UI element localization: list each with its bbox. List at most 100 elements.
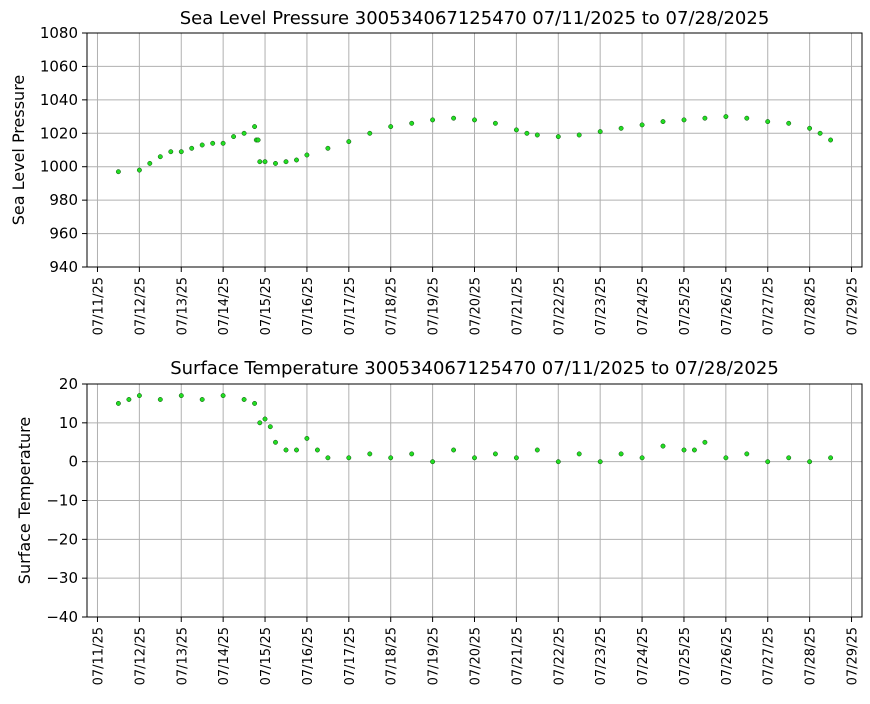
data-point	[304, 435, 310, 441]
x-tick-label: 07/21/25	[510, 627, 525, 685]
data-point	[492, 120, 498, 126]
data-point	[241, 397, 247, 402]
data-point	[723, 114, 729, 120]
x-tick-label: 07/17/25	[343, 627, 358, 685]
x-tick-label: 07/19/25	[427, 277, 442, 335]
data-point	[639, 122, 645, 128]
data-point	[534, 132, 540, 138]
x-tick-label: 07/26/25	[720, 627, 735, 685]
x-tick-label: 07/14/25	[217, 627, 232, 685]
data-point	[136, 393, 142, 399]
data-point	[294, 447, 299, 453]
data-point	[367, 130, 373, 136]
data-point	[388, 455, 394, 461]
data-point	[472, 455, 477, 461]
data-point	[325, 455, 331, 461]
x-tick-label: 07/28/25	[804, 277, 819, 335]
x-tick-label: 07/15/25	[259, 277, 274, 335]
data-point	[283, 447, 289, 453]
x-tick-label: 07/25/25	[678, 277, 693, 335]
data-point	[828, 137, 834, 143]
data-point	[513, 455, 519, 461]
data-point	[314, 447, 320, 453]
data-point	[189, 145, 195, 151]
data-point	[267, 424, 273, 430]
x-tick-label: 07/12/25	[133, 627, 148, 685]
x-tick-label: 07/13/25	[175, 277, 190, 335]
data-point	[660, 119, 666, 125]
data-point	[199, 142, 205, 148]
data-point	[430, 459, 436, 465]
data-point	[115, 400, 121, 406]
y-tick-label: 1040	[40, 91, 78, 109]
data-point	[534, 447, 540, 453]
y-tick-label: −40	[46, 608, 78, 626]
data-point	[388, 124, 394, 130]
data-point	[702, 439, 708, 445]
x-tick-label: 07/21/25	[510, 277, 525, 335]
plot-frame	[86, 32, 863, 268]
data-point	[513, 127, 519, 133]
x-tick-label: 07/19/25	[427, 627, 442, 685]
data-point	[765, 459, 771, 465]
x-tick-label: 07/29/25	[846, 627, 861, 685]
data-point	[262, 159, 268, 165]
data-point	[524, 130, 530, 136]
x-tick-label: 07/11/25	[91, 627, 106, 685]
data-point	[765, 119, 771, 125]
data-point	[492, 451, 498, 457]
data-point	[472, 117, 477, 123]
data-point	[597, 129, 603, 135]
x-tick-label: 07/15/25	[259, 627, 274, 685]
y-axis-label: Surface Temperature	[15, 417, 34, 584]
y-tick-label: 980	[49, 191, 78, 209]
x-tick-label: 07/20/25	[469, 277, 484, 335]
x-tick-label: 07/27/25	[762, 627, 777, 685]
x-tick-label: 07/27/25	[762, 277, 777, 335]
x-tick-label: 07/17/25	[343, 277, 358, 335]
data-point	[178, 149, 184, 155]
data-point	[147, 160, 153, 166]
data-point	[451, 115, 457, 121]
y-tick-label: 1060	[40, 57, 78, 75]
data-point	[723, 455, 729, 461]
data-point	[430, 117, 436, 123]
x-tick-label: 07/25/25	[678, 627, 693, 685]
data-point	[210, 140, 216, 146]
data-point	[273, 160, 278, 166]
y-tick-label: 960	[49, 225, 78, 243]
data-point	[681, 447, 687, 453]
data-point	[660, 443, 666, 449]
chart-title: Sea Level Pressure 300534067125470 07/11…	[180, 8, 770, 29]
y-axis-label: Sea Level Pressure	[9, 75, 28, 226]
data-point	[409, 451, 415, 457]
data-point	[576, 132, 582, 138]
data-point	[257, 159, 263, 165]
x-tick-label: 07/24/25	[636, 277, 651, 335]
x-tick-label: 07/24/25	[636, 627, 651, 685]
data-point	[555, 134, 561, 140]
data-point	[220, 393, 226, 399]
x-tick-label: 07/16/25	[301, 627, 316, 685]
data-point	[576, 451, 582, 457]
x-tick-label: 07/28/25	[804, 627, 819, 685]
data-point	[828, 455, 834, 461]
data-point	[252, 400, 258, 406]
y-tick-label: 1020	[40, 124, 78, 142]
x-tick-label: 07/18/25	[385, 627, 400, 685]
data-point	[639, 455, 645, 461]
data-point	[786, 455, 792, 461]
data-point	[255, 137, 261, 143]
data-point	[157, 397, 163, 402]
data-point	[157, 154, 163, 160]
data-point	[241, 130, 247, 136]
data-point	[283, 159, 289, 165]
x-tick-label: 07/23/25	[594, 277, 609, 335]
data-point	[252, 124, 258, 130]
data-point	[273, 439, 278, 445]
data-point	[220, 140, 226, 146]
data-point	[807, 125, 813, 131]
data-point	[744, 451, 750, 457]
data-point	[681, 117, 687, 123]
chart-title: Surface Temperature 300534067125470 07/1…	[170, 358, 779, 379]
